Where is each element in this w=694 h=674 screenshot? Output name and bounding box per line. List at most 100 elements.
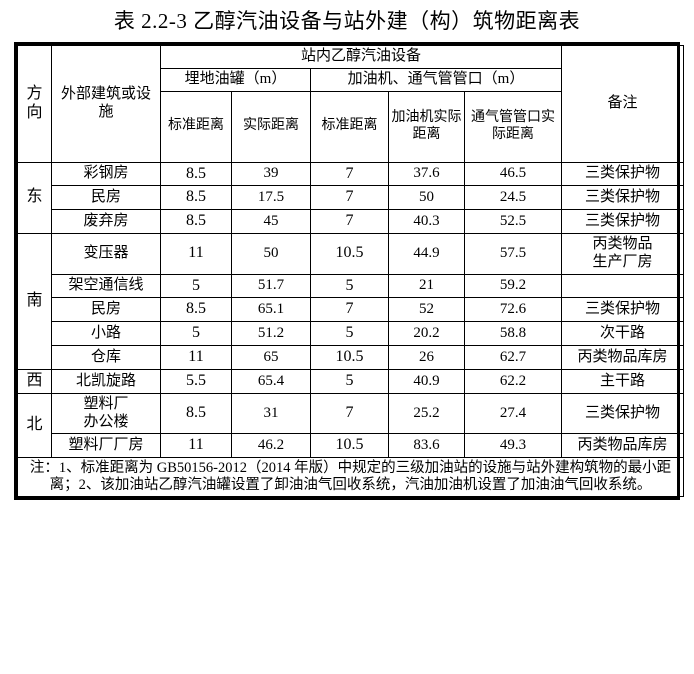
vent-actual-distance-cell: 59.2 (463, 273, 563, 299)
facility-name-cell: 塑料厂厂房 (51, 433, 161, 459)
dispenser-standard-distance-cell: 10.5 (310, 345, 389, 371)
tank-standard-distance-cell: 5.5 (160, 369, 232, 394)
dispenser-standard-distance-cell: 7 (310, 185, 389, 211)
table-row: 东彩钢房 8.5 39 7 37.6 46.5 三类保护物 (17, 161, 685, 235)
header-buried-tank-group: 埋地油罐（m） (160, 67, 311, 92)
page-title: 表 2.2-3 乙醇汽油设备与站外建（构）筑物距离表 (113, 9, 581, 33)
tank-standard-distance-cell: 5 (160, 273, 232, 299)
remark-cell: 主干路 (561, 369, 685, 394)
tank-standard-distance-cell: 8.5 (160, 209, 232, 235)
vent-actual-distance-cell: 24.5 (463, 185, 563, 211)
remark-cell: 丙类物品库房 (561, 345, 685, 371)
vent-actual-distance-cell: 62.2 (463, 369, 563, 394)
vent-actual-distance-cell: 72.6 (463, 297, 563, 323)
dispenser-actual-distance-cell: 44.9 (388, 233, 465, 275)
dispenser-actual-distance-cell: 50 (388, 185, 465, 211)
dispenser-standard-distance-cell: 10.5 (310, 433, 389, 459)
vent-actual-distance-cell: 62.7 (463, 345, 563, 371)
vent-actual-distance-cell: 46.5 (463, 161, 563, 187)
table-row: 北塑料厂 办公楼 8.5 31 7 25.2 27.4 三类保护物 (17, 392, 685, 459)
facility-name-cell: 民房 (51, 185, 161, 211)
tank-actual-distance-cell: 65.4 (231, 369, 311, 394)
table-row: 仓库 11 65 10.5 26 62.7 丙类物品库房 (18, 345, 685, 371)
dispenser-standard-distance-cell: 7 (310, 161, 389, 187)
header-station-equipment-group: 站内乙醇汽油设备 (159, 45, 563, 69)
header-dispenser-vent-group: 加油机、通气管管口（m） (309, 67, 563, 92)
header-external-facility: 外部建筑或设施 (51, 45, 161, 163)
tank-standard-distance-cell: 8.5 (160, 297, 232, 323)
table-body: 方向 外部建筑或设施 站内乙醇汽油设备 备注 埋地油罐（m） 加油机、通气管管口… (16, 45, 685, 498)
table-row: 民房 8.5 17.5 7 50 24.5 三类保护物 (18, 185, 685, 211)
header-dispenser-actual-distance: 加油机实际距离 (388, 90, 465, 163)
dispenser-actual-distance-cell: 52 (388, 297, 465, 323)
distance-table-container: 方向 外部建筑或设施 站内乙醇汽油设备 备注 埋地油罐（m） 加油机、通气管管口… (14, 42, 685, 501)
tank-actual-distance-cell: 65.1 (231, 297, 311, 323)
table-row: 西北凯旋路 5.5 65.4 5 40.9 62.2 主干路 (17, 369, 685, 394)
dispenser-actual-distance-cell: 21 (388, 273, 465, 299)
remark-cell: 丙类物品库房 (561, 433, 685, 459)
direction-cell: 南 (17, 233, 52, 371)
dispenser-actual-distance-cell: 25.2 (388, 392, 465, 435)
vent-actual-distance-cell: 57.5 (463, 233, 563, 275)
vent-actual-distance-cell: 49.3 (463, 433, 563, 459)
table-row: 民房 8.5 65.1 7 52 72.6 三类保护物 (18, 297, 685, 323)
tank-standard-distance-cell: 11 (160, 233, 232, 275)
tank-standard-distance-cell: 8.5 (160, 161, 232, 187)
remark-cell: 次干路 (561, 321, 685, 347)
distance-table: 方向 外部建筑或设施 站内乙醇汽油设备 备注 埋地油罐（m） 加油机、通气管管口… (16, 45, 685, 498)
tank-actual-distance-cell: 17.5 (231, 185, 311, 211)
table-row: 架空通信线 5 51.7 5 21 59.2 (18, 273, 685, 299)
tank-standard-distance-cell: 11 (160, 345, 232, 371)
vent-actual-distance-cell: 52.5 (463, 209, 563, 235)
facility-name-cell: 小路 (51, 321, 161, 347)
tank-standard-distance-cell: 8.5 (160, 185, 232, 211)
tank-actual-distance-cell: 51.7 (231, 273, 311, 299)
dispenser-actual-distance-cell: 20.2 (388, 321, 465, 347)
tank-standard-distance-cell: 8.5 (160, 392, 232, 435)
direction-cell: 东 (17, 161, 52, 235)
header-tank-actual-distance: 实际距离 (231, 90, 311, 163)
remark-cell: 三类保护物 (561, 297, 685, 323)
dispenser-standard-distance-cell: 7 (310, 392, 389, 435)
remark-cell (561, 273, 685, 299)
facility-name-cell: 废弃房 (51, 209, 161, 235)
header-tank-standard-distance: 标准距离 (160, 90, 232, 163)
vent-actual-distance-cell: 27.4 (463, 392, 563, 435)
dispenser-actual-distance-cell: 40.3 (388, 209, 465, 235)
header-dispenser-standard-distance: 标准距离 (310, 90, 389, 163)
dispenser-actual-distance-cell: 83.6 (388, 433, 465, 459)
table-row: 南变压器 11 50 10.5 44.9 57.5 丙类物品 生产厂房 (17, 233, 685, 371)
dispenser-actual-distance-cell: 37.6 (388, 161, 465, 187)
header-vent-actual-distance: 通气管管口实际距离 (463, 90, 563, 163)
table-note-row: 注：1、标准距离为 GB50156-2012（2014 年版）中规定的三级加油站… (16, 457, 685, 498)
header-row-sub: 标准距离 实际距离 标准距离 加油机实际距离 通气管管口实际距离 (18, 90, 684, 163)
facility-name-cell: 彩钢房 (51, 161, 161, 187)
direction-cell: 西 (17, 369, 52, 394)
table-row: 塑料厂厂房 11 46.2 10.5 83.6 49.3 丙类物品库房 (18, 433, 685, 459)
header-direction: 方向 (17, 45, 52, 163)
facility-name-cell: 仓库 (51, 345, 161, 371)
dispenser-standard-distance-cell: 7 (310, 209, 389, 235)
dispenser-standard-distance-cell: 5 (310, 321, 389, 347)
remark-cell: 三类保护物 (561, 161, 685, 187)
table-note: 注：1、标准距离为 GB50156-2012（2014 年版）中规定的三级加油站… (16, 457, 685, 498)
tank-standard-distance-cell: 5 (160, 321, 232, 347)
dispenser-standard-distance-cell: 5 (310, 369, 389, 394)
remark-cell: 三类保护物 (561, 185, 685, 211)
vent-actual-distance-cell: 58.8 (463, 321, 563, 347)
facility-name-cell: 架空通信线 (51, 273, 161, 299)
direction-cell: 北 (17, 392, 52, 459)
dispenser-standard-distance-cell: 7 (310, 297, 389, 323)
tank-actual-distance-cell: 45 (231, 209, 311, 235)
tank-standard-distance-cell: 11 (160, 433, 232, 459)
facility-name-cell: 民房 (51, 297, 161, 323)
table-row: 废弃房 8.5 45 7 40.3 52.5 三类保护物 (18, 209, 685, 235)
tank-actual-distance-cell: 39 (231, 161, 311, 187)
facility-name-cell: 变压器 (51, 233, 161, 275)
dispenser-standard-distance-cell: 10.5 (310, 233, 389, 275)
tank-actual-distance-cell: 50 (231, 233, 311, 275)
facility-name-cell: 北凯旋路 (51, 369, 161, 394)
header-remark: 备注 (561, 45, 685, 163)
facility-name-cell: 塑料厂 办公楼 (51, 392, 161, 435)
